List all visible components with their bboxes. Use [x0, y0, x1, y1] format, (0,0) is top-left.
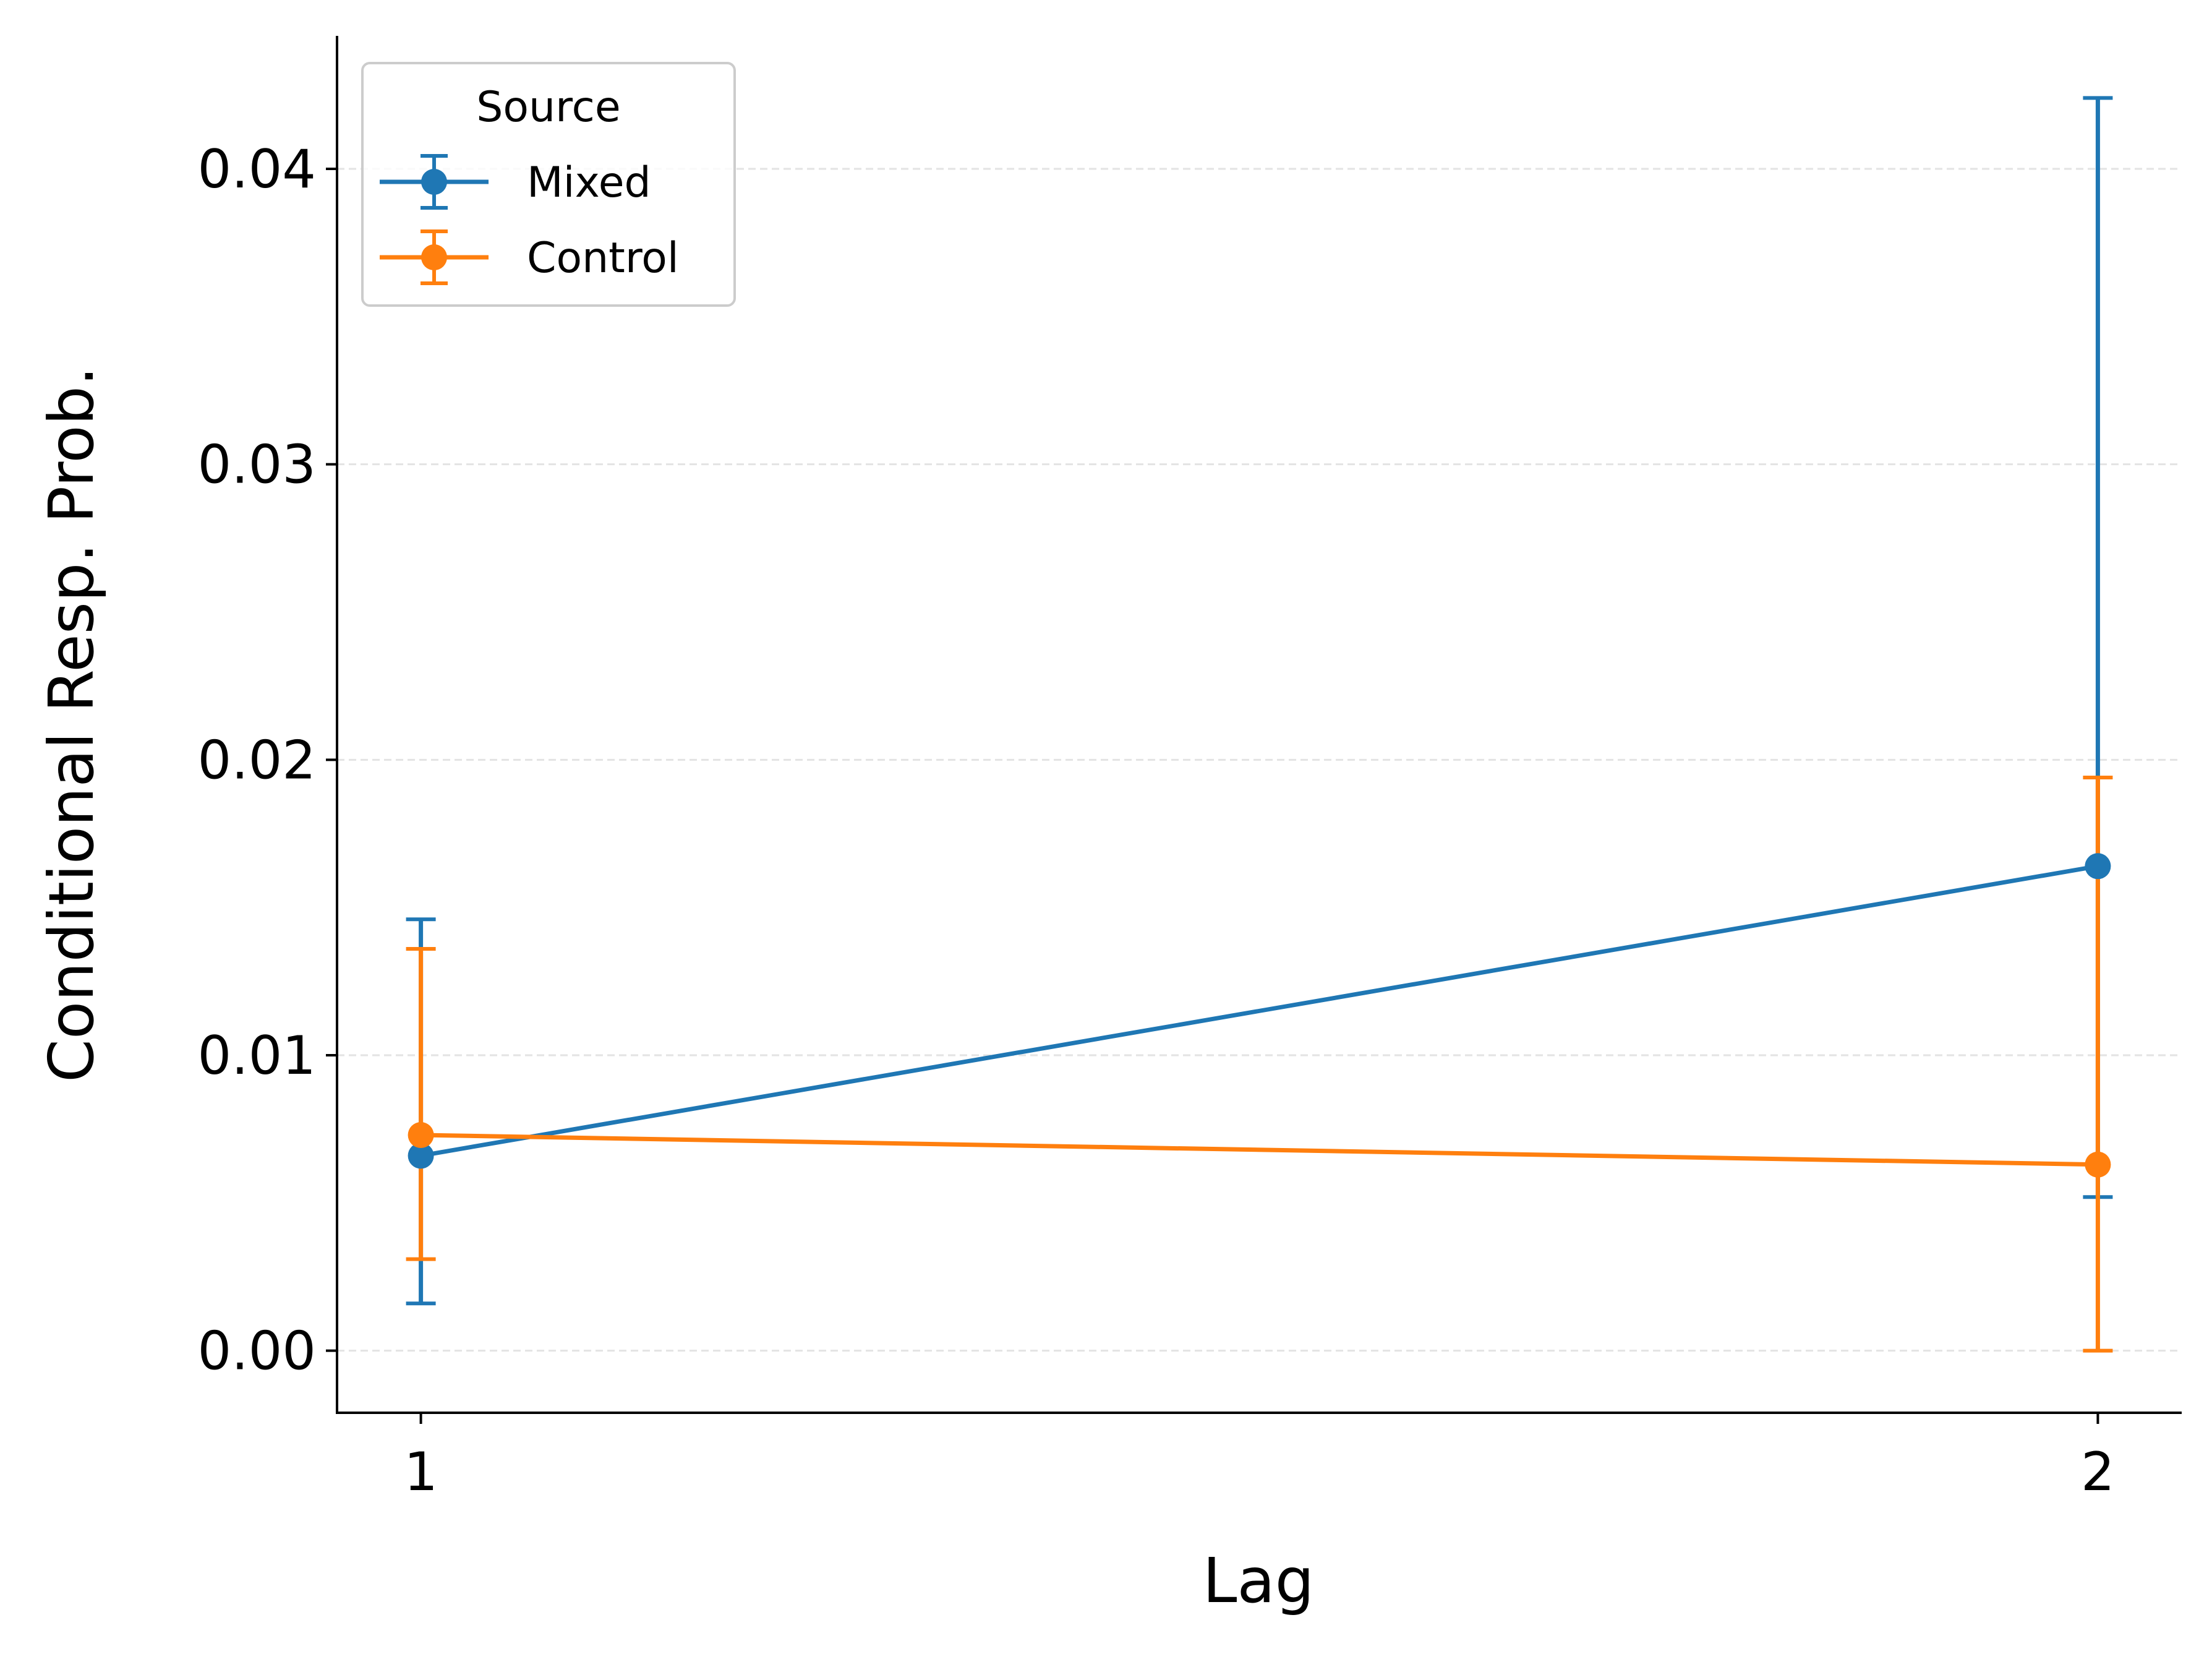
legend-swatch-marker: [421, 169, 447, 195]
legend-entry-control: Control: [380, 229, 679, 285]
grid-lines: [337, 168, 2182, 1352]
series-lines: [420, 863, 2099, 1167]
legend-entry-mixed: Mixed: [380, 154, 651, 210]
y-axis-ticks: 0.00 0.01 0.02 0.03 0.04: [198, 139, 337, 1382]
legend: Source Mixed Control: [361, 62, 736, 307]
y-tick-label: 0.00: [198, 1321, 316, 1382]
y-tick-label: 0.01: [198, 1025, 316, 1087]
control-data-point: [408, 1121, 434, 1148]
legend-label: Control: [527, 234, 679, 283]
mixed-data-point: [2085, 853, 2111, 880]
x-tick-label: 1: [404, 1441, 438, 1503]
data-points: [408, 853, 2111, 1178]
x-tick-label: 2: [2081, 1441, 2115, 1503]
mixed-series-line: [420, 863, 2099, 1158]
y-axis-title: Conditional Resp. Prob.: [35, 366, 108, 1082]
legend-frame: [361, 62, 736, 307]
legend-title: Source: [476, 83, 621, 132]
y-tick-label: 0.02: [198, 729, 316, 791]
legend-swatch-marker: [421, 244, 447, 270]
control-series-line: [421, 1133, 2098, 1167]
y-tick-label: 0.04: [198, 139, 316, 200]
control-data-point: [2085, 1151, 2111, 1178]
y-tick-label: 0.03: [198, 434, 316, 496]
legend-entries: Mixed Control: [380, 154, 679, 285]
mixed-data-point: [408, 1142, 434, 1169]
x-axis-title: Lag: [1203, 1545, 1314, 1617]
legend-label: Mixed: [527, 158, 651, 207]
